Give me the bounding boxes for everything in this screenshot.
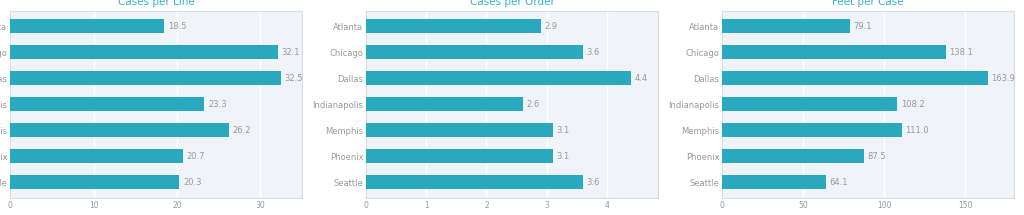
Title: Cases per Order: Cases per Order bbox=[470, 0, 554, 7]
Text: 138.1: 138.1 bbox=[949, 48, 973, 57]
Bar bbox=[367, 45, 583, 60]
Text: 18.5: 18.5 bbox=[168, 22, 186, 31]
Bar bbox=[10, 19, 165, 34]
Text: 20.3: 20.3 bbox=[183, 178, 202, 187]
Text: 163.9: 163.9 bbox=[991, 74, 1015, 83]
Bar bbox=[722, 97, 897, 111]
Bar bbox=[722, 71, 988, 85]
Text: 23.3: 23.3 bbox=[208, 100, 226, 109]
Text: 32.5: 32.5 bbox=[285, 74, 303, 83]
Bar bbox=[367, 123, 553, 137]
Text: 64.1: 64.1 bbox=[829, 178, 848, 187]
Text: 20.7: 20.7 bbox=[186, 152, 205, 161]
Bar bbox=[10, 123, 228, 137]
Text: 108.2: 108.2 bbox=[901, 100, 925, 109]
Bar bbox=[722, 175, 826, 189]
Bar bbox=[367, 149, 553, 163]
Text: 111.0: 111.0 bbox=[905, 126, 929, 135]
Text: 4.4: 4.4 bbox=[634, 74, 647, 83]
Bar bbox=[367, 71, 631, 85]
Bar bbox=[367, 175, 583, 189]
Bar bbox=[10, 71, 282, 85]
Text: 3.6: 3.6 bbox=[586, 48, 599, 57]
Bar bbox=[722, 149, 864, 163]
Bar bbox=[10, 149, 182, 163]
Title: Cases per Line: Cases per Line bbox=[118, 0, 195, 7]
Bar bbox=[722, 19, 850, 34]
Text: 32.1: 32.1 bbox=[282, 48, 300, 57]
Text: 2.6: 2.6 bbox=[526, 100, 540, 109]
Bar bbox=[10, 175, 179, 189]
Text: 3.1: 3.1 bbox=[556, 152, 569, 161]
Text: 79.1: 79.1 bbox=[854, 22, 872, 31]
Text: 87.5: 87.5 bbox=[867, 152, 886, 161]
Text: 3.6: 3.6 bbox=[586, 178, 599, 187]
Bar bbox=[722, 123, 902, 137]
Bar bbox=[367, 19, 541, 34]
Text: 26.2: 26.2 bbox=[232, 126, 251, 135]
Text: 3.1: 3.1 bbox=[556, 126, 569, 135]
Text: 2.9: 2.9 bbox=[544, 22, 557, 31]
Bar bbox=[367, 97, 522, 111]
Bar bbox=[10, 97, 205, 111]
Title: Feet per Case: Feet per Case bbox=[833, 0, 904, 7]
Bar bbox=[10, 45, 278, 60]
Bar bbox=[722, 45, 946, 60]
